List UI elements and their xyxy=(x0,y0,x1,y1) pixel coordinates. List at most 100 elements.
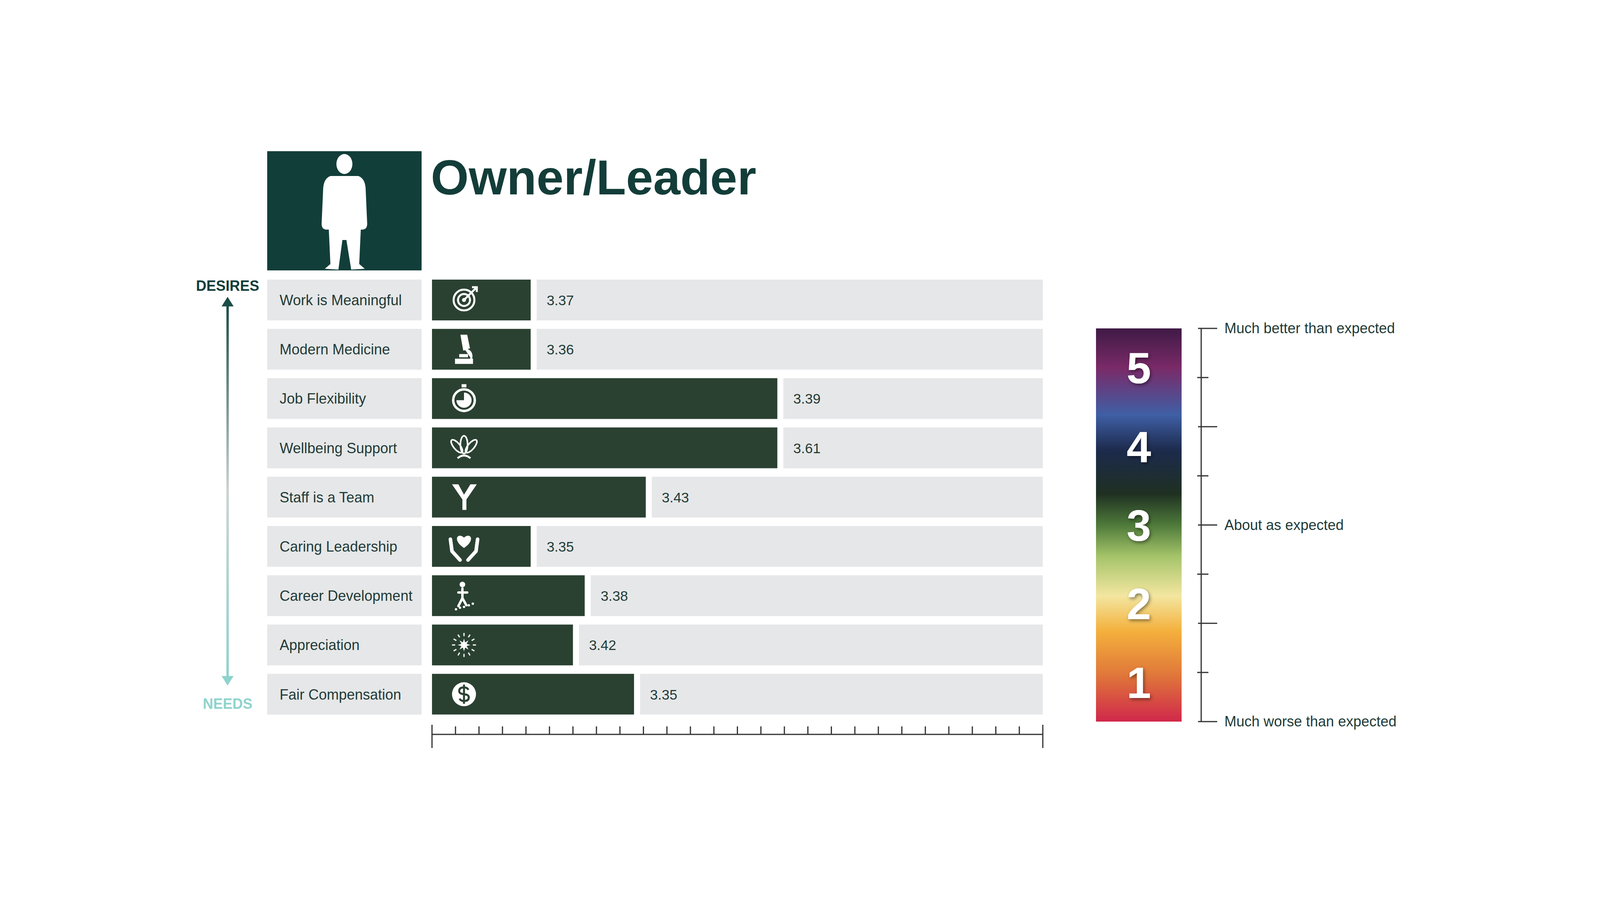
x-tick xyxy=(690,726,692,735)
person-head xyxy=(336,154,353,174)
label-box xyxy=(267,476,422,518)
scale-tick xyxy=(1197,672,1209,674)
arrow-head xyxy=(221,676,234,686)
color-bar-tick-label: 3 xyxy=(1126,500,1151,550)
chart: Owner/LeaderWork is MeaningfulModern Med… xyxy=(0,0,1600,900)
icon xyxy=(458,606,462,609)
icon xyxy=(462,605,466,608)
bar xyxy=(432,328,531,370)
bar-icon xyxy=(449,436,479,459)
bar-track xyxy=(536,328,1043,370)
score-label: 3.42 xyxy=(588,637,616,653)
category-label: Fair Compensation xyxy=(279,686,402,703)
score-label: 3.35 xyxy=(546,538,574,555)
arrow-label-bottom: NEEDS xyxy=(202,695,253,712)
x-tick xyxy=(431,724,433,748)
icon xyxy=(452,644,456,646)
icon xyxy=(463,653,465,657)
bar-icon xyxy=(452,682,476,707)
color-bar-tick-label: 4 xyxy=(1126,422,1151,472)
x-tick xyxy=(666,726,668,735)
score-label: 3.38 xyxy=(600,588,628,604)
bar-track xyxy=(783,427,1043,469)
bar xyxy=(432,526,531,567)
bar-track xyxy=(783,378,1043,419)
icon xyxy=(464,287,477,300)
title-block xyxy=(267,151,422,271)
icon xyxy=(457,455,471,459)
scale-tick xyxy=(1198,328,1218,330)
label-box xyxy=(267,279,422,321)
page: Owner/LeaderWork is MeaningfulModern Med… xyxy=(0,0,1600,900)
label-box xyxy=(267,526,422,567)
scale-tick xyxy=(1198,524,1218,526)
x-tick xyxy=(713,726,715,735)
x-tick xyxy=(971,726,973,735)
score-label: 3.61 xyxy=(793,440,821,456)
icon xyxy=(459,684,469,704)
labels: Work is MeaningfulModern MedicineJob Fle… xyxy=(267,279,422,715)
color-scale-label: About as expected xyxy=(1224,516,1344,534)
bar-icon xyxy=(456,335,472,363)
color-bar-tick-label: 2 xyxy=(1126,579,1151,629)
x-tick xyxy=(736,726,738,735)
icon xyxy=(471,649,475,651)
bar-track xyxy=(536,526,1043,567)
icon xyxy=(454,608,458,611)
icon xyxy=(456,392,472,408)
x-tick xyxy=(619,726,621,735)
bar-track xyxy=(578,624,1043,666)
label-box xyxy=(267,378,422,419)
category-label: Appreciation xyxy=(279,636,360,654)
score-label: 3.37 xyxy=(546,292,574,308)
scale-tick xyxy=(1197,475,1209,477)
icon xyxy=(456,335,472,363)
scale-tick xyxy=(1198,622,1218,624)
bar-track xyxy=(640,674,1043,715)
color-bar-tick-label: 5 xyxy=(1126,343,1151,393)
x-tick xyxy=(454,726,456,735)
person-icon xyxy=(321,154,368,270)
x-tick xyxy=(548,726,550,735)
icon xyxy=(471,638,475,641)
bar xyxy=(432,674,634,715)
x-tick xyxy=(642,726,644,735)
x-tick xyxy=(502,726,504,735)
label-box xyxy=(267,575,422,616)
color-bar-tick-label: 1 xyxy=(1126,658,1151,708)
icon xyxy=(471,602,474,605)
bar-track xyxy=(536,279,1043,321)
bar xyxy=(432,378,778,419)
icon xyxy=(459,354,468,358)
icon xyxy=(453,649,457,651)
label-box xyxy=(267,674,422,715)
scale-tick xyxy=(1198,721,1218,723)
x-tick xyxy=(760,726,762,735)
bar xyxy=(432,624,573,666)
bar-icon xyxy=(452,632,476,657)
score-label: 3.35 xyxy=(650,686,678,703)
bar-icon xyxy=(453,384,475,411)
icon xyxy=(468,634,470,638)
scale-tick xyxy=(1197,573,1209,575)
icon xyxy=(459,581,466,588)
x-tick xyxy=(995,726,997,735)
x-tick xyxy=(783,726,785,735)
score-label: 3.43 xyxy=(661,489,689,506)
icon xyxy=(458,652,460,656)
category-label: Caring Leadership xyxy=(279,538,398,555)
score-label: 3.36 xyxy=(546,341,574,358)
x-tick xyxy=(830,726,832,735)
bar xyxy=(432,427,778,469)
x-tick xyxy=(572,726,574,735)
category-label: Wellbeing Support xyxy=(279,440,398,457)
scale-tick xyxy=(1198,426,1218,428)
label-box xyxy=(267,328,422,370)
category-label: Modern Medicine xyxy=(279,341,390,358)
icon xyxy=(456,535,471,548)
bar xyxy=(432,476,646,518)
icon xyxy=(467,604,470,607)
arrow-shaft xyxy=(226,304,229,677)
category-label: Career Development xyxy=(279,587,413,604)
person-body xyxy=(321,176,368,270)
